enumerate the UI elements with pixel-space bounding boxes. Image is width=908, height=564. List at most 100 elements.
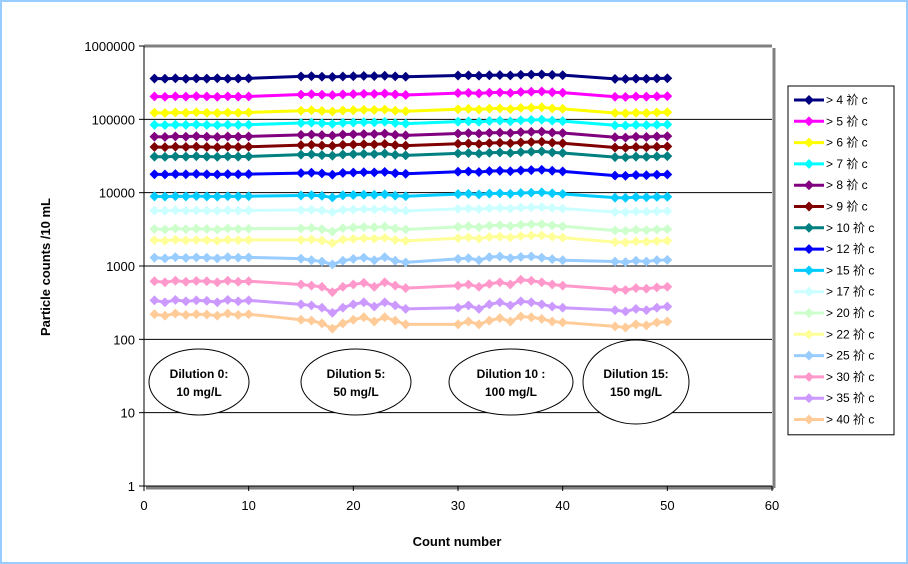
data-point <box>547 279 558 290</box>
data-point <box>337 139 348 150</box>
data-point <box>379 128 390 139</box>
annotation-text: 50 mg/L <box>333 385 378 399</box>
data-point <box>348 139 359 150</box>
legend-label: > 7 祄 c <box>826 156 868 171</box>
data-point <box>473 222 484 233</box>
data-point <box>369 316 380 327</box>
data-point <box>233 191 244 202</box>
data-point <box>505 138 516 149</box>
data-point <box>526 187 537 198</box>
data-point <box>358 277 369 288</box>
data-point <box>641 236 652 247</box>
series-6-um <box>149 102 673 119</box>
data-point <box>630 303 641 314</box>
data-point <box>463 188 474 199</box>
data-point <box>159 224 170 235</box>
data-point <box>630 151 641 162</box>
data-point <box>620 132 631 143</box>
data-point <box>348 314 359 325</box>
data-point <box>149 224 160 234</box>
legend-swatch-marker <box>804 286 814 297</box>
data-point <box>212 310 223 321</box>
series-30-um <box>149 274 673 298</box>
data-point <box>306 315 317 326</box>
dilution-annotation: Dilution 0: 10 mg/L <box>148 348 250 416</box>
data-point <box>327 323 338 334</box>
data-point <box>222 205 233 216</box>
data-point <box>348 253 359 264</box>
data-point <box>170 73 181 84</box>
data-point <box>453 253 463 264</box>
series-17-um <box>149 202 673 218</box>
legend-label: > 17 祄 c <box>826 284 874 299</box>
data-point <box>547 254 558 265</box>
data-point <box>316 89 327 100</box>
data-point <box>201 91 212 102</box>
data-point <box>306 255 317 266</box>
data-point <box>536 277 547 288</box>
data-point <box>201 276 212 287</box>
data-point <box>494 277 505 288</box>
series-20-um <box>149 219 673 237</box>
annotation-text: Dilution 10 : <box>477 367 546 381</box>
annotation-text: 150 mg/L <box>610 385 662 399</box>
data-point <box>557 166 568 177</box>
data-point <box>348 105 359 116</box>
legend-swatch-marker <box>804 137 814 148</box>
data-point <box>222 91 233 102</box>
annotation-oval <box>148 348 250 416</box>
data-point <box>610 305 620 316</box>
data-point <box>191 107 202 118</box>
data-point <box>651 91 662 102</box>
data-point <box>400 106 411 117</box>
data-point <box>180 119 191 130</box>
data-point <box>453 302 463 313</box>
data-point <box>453 221 463 232</box>
data-point <box>662 131 673 142</box>
y-tick-label: 10000 <box>99 186 135 201</box>
legend-label: > 4 祄 c <box>826 92 868 107</box>
data-point <box>159 297 170 308</box>
data-point <box>316 256 327 267</box>
data-point <box>390 71 401 82</box>
data-point <box>620 170 631 181</box>
data-point <box>662 191 673 202</box>
data-point <box>651 107 662 118</box>
data-point <box>494 251 505 262</box>
data-point <box>233 296 244 307</box>
data-point <box>159 253 170 264</box>
data-point <box>306 223 317 233</box>
data-point <box>201 107 212 118</box>
series-22-um <box>149 230 673 249</box>
data-point <box>358 70 369 81</box>
data-point <box>505 104 516 115</box>
data-point <box>651 302 662 313</box>
data-point <box>306 204 317 215</box>
data-point <box>505 148 516 158</box>
data-point <box>180 73 191 84</box>
data-point <box>651 151 662 162</box>
data-point <box>149 119 160 130</box>
data-point <box>327 71 338 82</box>
legend-swatch-marker <box>804 158 814 169</box>
series-8-um <box>149 126 673 143</box>
data-point <box>243 205 254 216</box>
annotation-oval <box>448 348 574 416</box>
legend-item: > 22 祄 c <box>794 326 874 341</box>
data-point <box>201 295 212 306</box>
data-point <box>379 297 390 308</box>
data-point <box>526 251 537 262</box>
data-point <box>233 151 244 162</box>
series-40-um <box>149 308 673 334</box>
data-point <box>369 105 380 115</box>
data-point <box>327 238 338 249</box>
data-point <box>149 235 160 246</box>
data-point <box>473 319 484 330</box>
data-point <box>316 205 327 216</box>
data-point <box>170 234 181 245</box>
data-point <box>536 69 547 80</box>
data-point <box>463 203 474 214</box>
data-point <box>233 310 244 320</box>
data-point <box>337 190 348 201</box>
